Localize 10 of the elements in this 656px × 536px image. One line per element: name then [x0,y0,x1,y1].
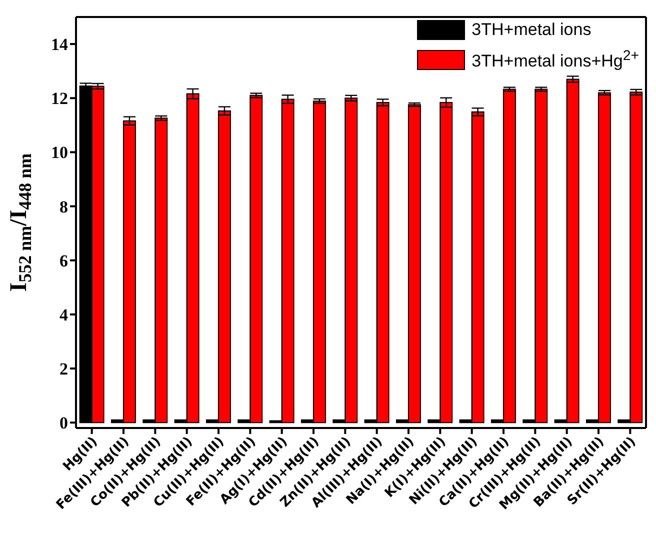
y-tick-label: 2 [60,360,68,379]
y-tick-label: 14 [51,35,68,54]
y-tick-label: 10 [51,143,68,162]
legend-label: 3TH+metal ions+Hg$^{2+}$ [472,48,639,72]
y-tick-label: 4 [60,305,68,324]
y-tick-label: 8 [60,197,68,216]
legend-label: 3TH+metal ions [472,20,592,40]
y-tick-label: 6 [60,251,68,270]
y-tick-label: 0 [60,414,68,433]
y-tick-label: 12 [51,89,68,108]
